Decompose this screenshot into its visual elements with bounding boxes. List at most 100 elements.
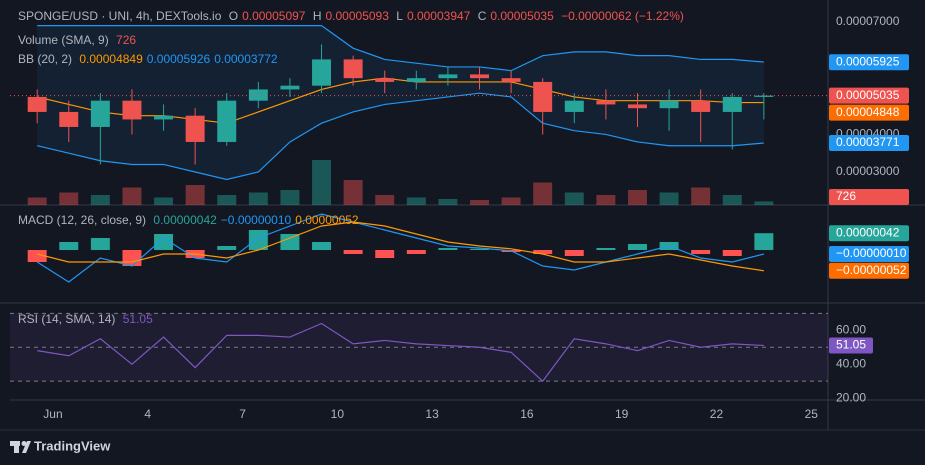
- price-label: 0.00003771: [836, 135, 900, 149]
- macd-line: [36, 213, 765, 283]
- bb-value: 0.00003772: [214, 52, 278, 66]
- volume-title: Volume (SMA, 9): [18, 33, 109, 47]
- x-tick-label: 25: [805, 407, 819, 421]
- y-tick-label: 20.00: [836, 390, 866, 404]
- candle-body: [154, 115, 174, 120]
- volume-legend: Volume (SMA, 9) 726: [18, 33, 140, 47]
- price-legend: SPONGE/USD · UNI, 4h, DEXTools.io O 0.000…: [18, 9, 688, 23]
- candle-body: [596, 100, 616, 105]
- volume-bar: [248, 192, 268, 205]
- candle-body: [533, 81, 553, 112]
- macd-label: −0.00000010: [836, 246, 907, 260]
- macd-hist-bar: [533, 250, 553, 254]
- volume-bar: [27, 197, 47, 205]
- volume-bar: [628, 190, 647, 205]
- change: −0.00000062 (−1.22%): [561, 9, 684, 23]
- volume-bar: [691, 187, 711, 205]
- macd-value: −0.00000010: [220, 213, 292, 227]
- y-tick-label: 40.00: [836, 356, 866, 370]
- x-tick-label: Jun: [43, 407, 62, 421]
- candle-body: [691, 100, 711, 112]
- volume-bar: [312, 160, 332, 205]
- volume-bar: [564, 192, 584, 205]
- brand: TradingView: [34, 438, 111, 453]
- ohlc-key: L: [396, 9, 403, 23]
- candle-body: [280, 85, 300, 90]
- rsi-legend: RSI (14, SMA, 14) 51.05: [18, 312, 157, 326]
- macd-value: 0.00000052: [295, 213, 359, 227]
- candle-body: [27, 96, 47, 112]
- x-tick-label: 22: [710, 407, 724, 421]
- rsi-label-bg: [829, 337, 873, 354]
- volume-bar: [280, 190, 300, 205]
- tv-logo: [10, 441, 31, 453]
- bb-value: 0.00004849: [79, 52, 143, 66]
- candle-body: [217, 100, 237, 142]
- macd-hist-bar: [406, 250, 426, 254]
- volume-label-bg: [829, 189, 909, 205]
- volume-bar: [90, 195, 110, 205]
- macd-value: 0.00000042: [153, 213, 217, 227]
- ohlc-key: O: [228, 9, 239, 23]
- macd-label-bg: [829, 246, 909, 262]
- ohlc-value: 0.00005097: [242, 9, 306, 23]
- volume-bar: [722, 195, 742, 205]
- macd-hist-bar: [564, 250, 584, 256]
- macd-line: [37, 221, 764, 272]
- x-tick-label: 19: [615, 407, 629, 421]
- macd-hist-bar: [280, 234, 300, 250]
- y-tick-label: 0.00007000: [836, 14, 900, 28]
- candle-body: [312, 59, 332, 86]
- macd-hist-bar: [438, 248, 458, 250]
- volume-bar: [122, 187, 142, 205]
- bb-value: 0.00005926: [146, 52, 211, 66]
- price-label-bg: [829, 87, 909, 104]
- bb-title: BB (20, 2): [18, 52, 73, 66]
- volume-bar: [754, 201, 774, 205]
- candle-body: [470, 74, 489, 79]
- volume-bar: [501, 197, 521, 205]
- macd-legend: MACD (12, 26, close, 9) 0.00000042 −0.000…: [18, 213, 363, 227]
- price-label-bg: [829, 135, 909, 152]
- y-tick-label: 60.00: [836, 322, 866, 336]
- macd-label: −0.00000052: [836, 263, 907, 277]
- volume-bar: [375, 195, 395, 205]
- ohlc-value: 0.00005093: [325, 9, 389, 23]
- x-tick-label: 4: [144, 407, 151, 421]
- volume-bar: [596, 195, 616, 205]
- candle-body: [722, 96, 742, 112]
- candle-body: [375, 78, 395, 82]
- macd-hist-bar: [312, 242, 332, 250]
- candle-body: [501, 78, 521, 82]
- volume-bar: [438, 199, 458, 205]
- macd-hist-bar: [754, 233, 774, 250]
- bb-line: [37, 92, 764, 181]
- price-label-bg: [829, 104, 909, 121]
- macd-hist-bar: [628, 244, 647, 250]
- candle-body: [438, 74, 458, 79]
- bb-legend: BB (20, 2) 0.00004849 0.00005926 0.0000377…: [18, 52, 282, 66]
- candle-body: [59, 111, 79, 127]
- price-label: 0.00004848: [836, 105, 900, 119]
- x-tick-label: 7: [239, 407, 246, 421]
- macd-hist-bar: [27, 250, 47, 262]
- macd-label-bg: [829, 262, 909, 279]
- rsi-line: [37, 322, 764, 383]
- rsi-title: RSI (14, SMA, 14): [18, 312, 116, 326]
- candle-body: [185, 115, 205, 142]
- macd-hist-bar: [470, 248, 489, 250]
- x-tick-label: 13: [425, 407, 439, 421]
- ohlc-value: 0.00003947: [406, 9, 471, 23]
- macd-hist-bar: [596, 248, 616, 250]
- volume-bar: [659, 192, 679, 205]
- candle-body: [343, 59, 363, 79]
- candle-body: [564, 100, 584, 112]
- ohlc-key: C: [477, 9, 487, 23]
- price-label: 0.00005035: [836, 88, 900, 102]
- volume-bar: [59, 192, 79, 205]
- volume-bar: [470, 200, 489, 205]
- volume-bar: [533, 182, 553, 205]
- candle-body: [90, 100, 110, 127]
- volume-bar: [343, 180, 363, 205]
